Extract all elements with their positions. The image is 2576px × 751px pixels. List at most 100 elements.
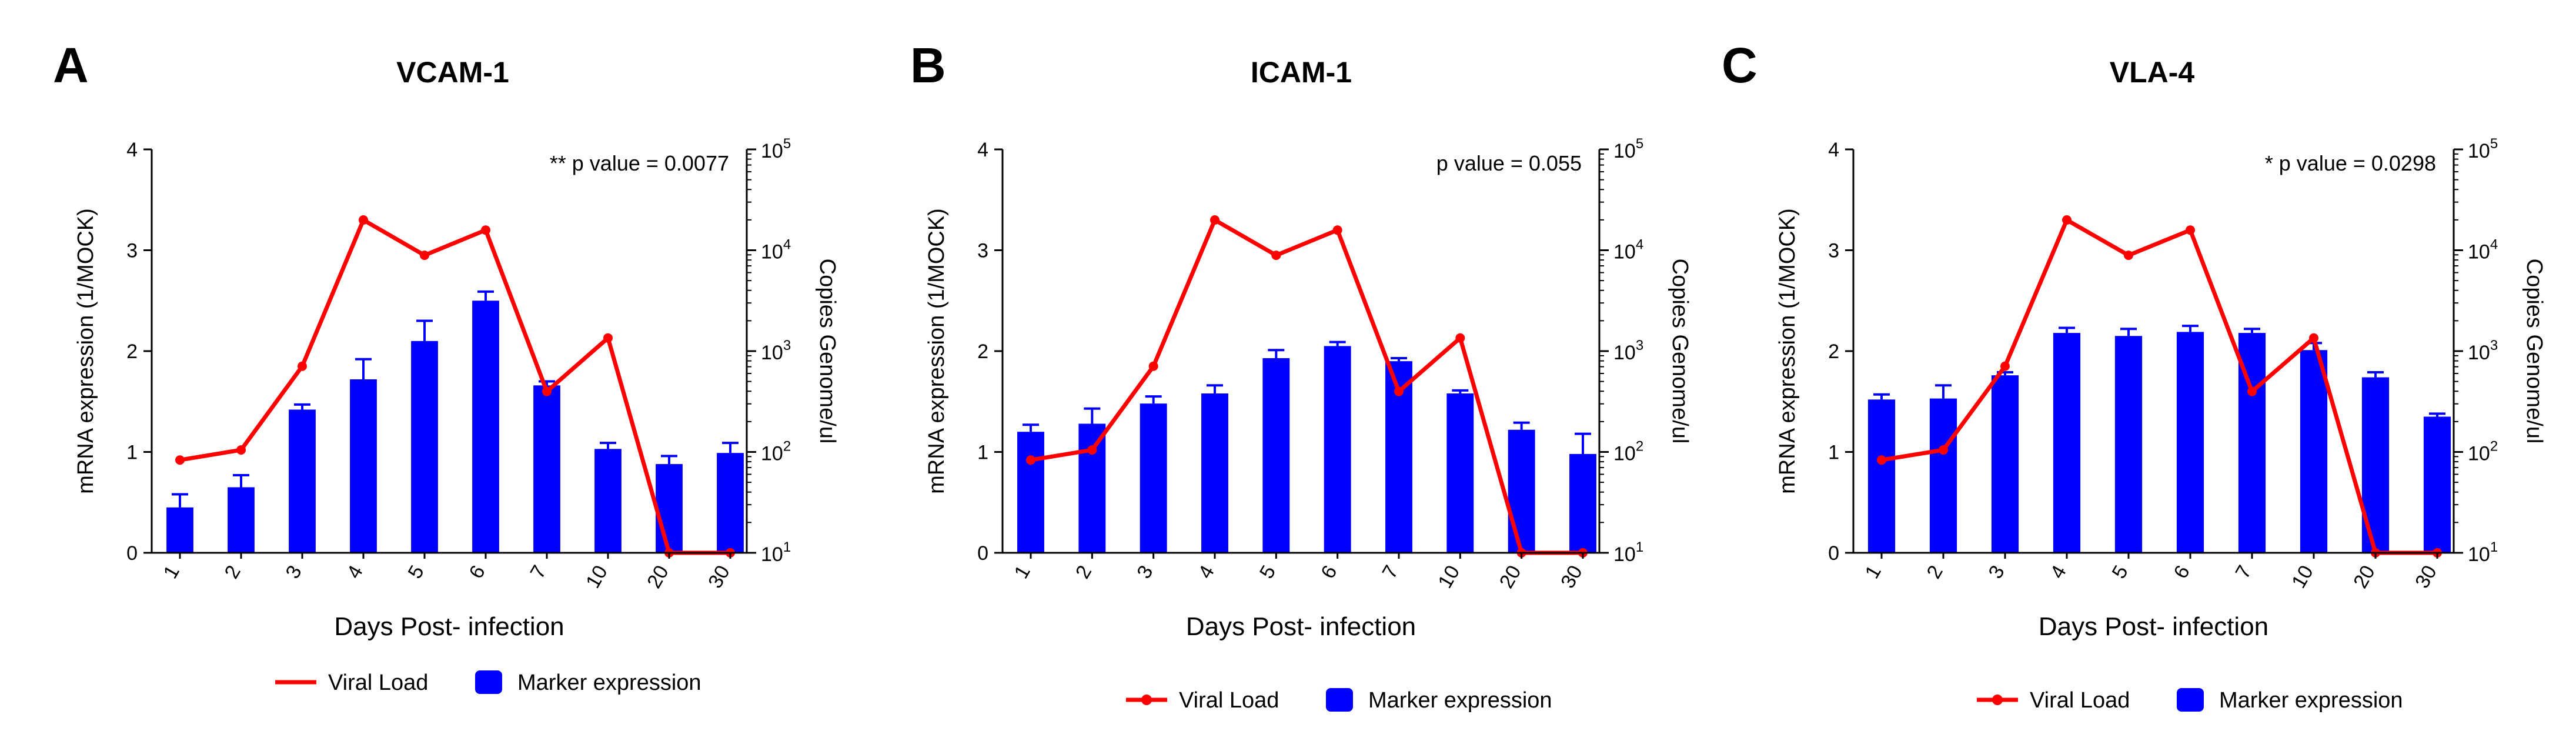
viral-load-point — [1877, 455, 1886, 465]
marker-expression-bar — [472, 301, 499, 553]
y-tick-label: 2 — [1828, 341, 1839, 363]
y-tick-label: 1 — [1828, 442, 1839, 464]
x-tick-label: 20 — [2349, 562, 2380, 592]
marker-expression-bar — [717, 453, 744, 553]
x-tick-label: 3 — [1984, 562, 2009, 582]
viral-load-point — [1026, 455, 1035, 465]
y2-tick-label: 105 — [2468, 136, 2498, 162]
y2-tick-label: 101 — [1613, 539, 1643, 566]
legend-viral-load-dot — [1992, 695, 2003, 705]
x-tick-label: 5 — [2108, 562, 2133, 582]
viral-load-point — [420, 251, 429, 261]
marker-expression-bar — [2300, 350, 2328, 553]
viral-load-point — [2186, 225, 2195, 235]
x-tick-label: 2 — [1923, 562, 1947, 582]
y2-tick-label: 104 — [761, 237, 791, 263]
y2-tick-label: 103 — [761, 338, 791, 364]
x-tick-label: 6 — [465, 562, 490, 582]
marker-expression-bar — [1446, 393, 1474, 553]
marker-expression-bar — [594, 449, 622, 553]
viral-load-point — [1332, 225, 1342, 235]
marker-expression-bar — [1017, 432, 1044, 553]
marker-expression-bar — [2053, 333, 2081, 553]
viral-load-point — [2124, 251, 2133, 261]
x-tick-label: 20 — [643, 562, 673, 592]
y2-tick-label: 102 — [2468, 439, 2498, 465]
marker-expression-bar — [1078, 423, 1106, 553]
p-value-annotation: ** p value = 0.0077 — [550, 151, 729, 175]
panel-letter: C — [1722, 38, 1758, 93]
y-axis-label: mRNA expression (1/MOCK) — [1775, 208, 1800, 494]
x-axis-label: Days Post- infection — [334, 612, 564, 641]
y2-tick-label: 103 — [1613, 338, 1643, 364]
marker-expression-bar — [228, 487, 255, 553]
y-tick-label: 4 — [126, 139, 138, 161]
legend-marker-label: Marker expression — [517, 670, 701, 695]
viral-load-point — [1210, 215, 1219, 225]
y2-tick-label: 105 — [761, 136, 791, 162]
x-tick-label: 7 — [1378, 562, 1403, 582]
viral-load-point — [1394, 386, 1404, 396]
viral-load-point — [1087, 445, 1097, 455]
legend-marker-swatch — [1326, 688, 1353, 712]
x-axis-label: Days Post- infection — [1186, 612, 1416, 641]
marker-expression-bar — [1569, 453, 1596, 553]
viral-load-point — [236, 445, 246, 455]
x-tick-label: 7 — [526, 562, 551, 582]
panel-letter: B — [910, 38, 946, 93]
marker-expression-bar — [350, 379, 377, 553]
viral-load-line — [179, 218, 730, 555]
viral-load-line — [1030, 218, 1583, 555]
chart-panel-a: A VCAM-1** p value = 0.007701234101102103… — [53, 38, 840, 695]
x-tick-label: 30 — [2411, 562, 2441, 592]
y2-tick-label: 102 — [1613, 439, 1643, 465]
x-tick-label: 2 — [1071, 562, 1096, 582]
marker-expression-bar — [656, 464, 683, 553]
y-tick-label: 0 — [977, 542, 988, 565]
marker-expression-bar — [1991, 375, 2019, 553]
marker-expression-bar — [166, 507, 193, 553]
x-tick-label: 10 — [1434, 562, 1464, 592]
viral-load-point — [603, 333, 613, 343]
marker-expression-bar — [1201, 393, 1228, 553]
x-tick-label: 6 — [2170, 562, 2194, 582]
marker-expression-bar — [1867, 399, 1896, 553]
y-tick-label: 4 — [977, 139, 988, 161]
x-tick-label: 4 — [2046, 562, 2071, 582]
x-tick-label: 5 — [404, 562, 429, 582]
y-axis-label: mRNA expression (1/MOCK) — [924, 208, 949, 494]
y2-tick-label: 104 — [1613, 237, 1643, 263]
y2-tick-label: 103 — [2468, 338, 2498, 364]
x-tick-label: 1 — [1861, 562, 1886, 582]
legend-viral-load-dot — [1141, 695, 1152, 705]
viral-load-point — [1939, 445, 1948, 455]
chart-title: VCAM-1 — [396, 56, 509, 89]
x-tick-label: 5 — [1255, 562, 1280, 582]
viral-load-point — [1455, 333, 1465, 343]
y-tick-label: 3 — [126, 240, 138, 262]
x-tick-label: 10 — [582, 562, 612, 592]
viral-load-point — [2062, 215, 2072, 225]
viral-load-point — [359, 215, 368, 225]
y-tick-label: 0 — [126, 542, 138, 565]
marker-expression-bar — [1324, 346, 1351, 553]
x-tick-label: 20 — [1495, 562, 1526, 592]
y-tick-label: 3 — [1828, 240, 1839, 262]
x-tick-label: 4 — [1194, 562, 1219, 582]
marker-expression-bar — [2114, 336, 2143, 553]
x-tick-label: 3 — [282, 562, 306, 582]
marker-expression-bar — [1929, 398, 1957, 553]
legend-viral-load-label: Viral Load — [1179, 688, 1279, 713]
viral-load-point — [298, 361, 307, 371]
marker-expression-bar — [1262, 358, 1290, 553]
p-value-annotation: * p value = 0.0298 — [2265, 151, 2436, 175]
chart-panel-b: B ICAM-1p value = 0.055012341011021031041… — [910, 38, 1692, 713]
viral-load-point — [2247, 386, 2257, 396]
chart-title: ICAM-1 — [1251, 56, 1352, 89]
marker-expression-bar — [289, 409, 316, 553]
y-tick-label: 3 — [977, 240, 988, 262]
y2-tick-label: 102 — [761, 439, 791, 465]
x-tick-label: 4 — [343, 562, 367, 582]
